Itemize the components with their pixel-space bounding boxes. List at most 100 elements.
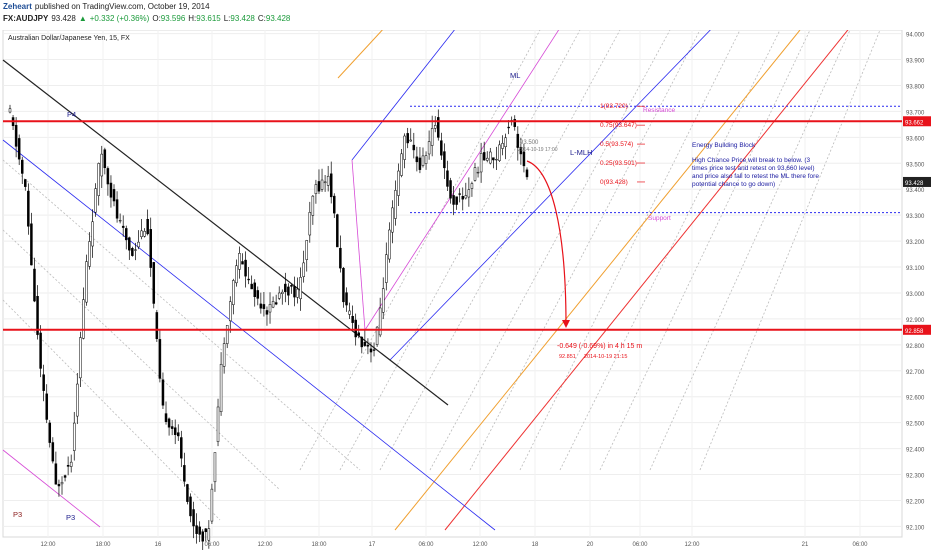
candle-body (39, 332, 42, 369)
y-tick-label: 93.800 (906, 84, 925, 90)
candle-body (492, 157, 495, 161)
candle-body (329, 173, 333, 198)
candle-body (244, 259, 247, 277)
candle-body (467, 189, 471, 198)
candle-body (158, 339, 162, 379)
fib-level-label: 0.25(93.501) (600, 160, 637, 167)
candle-body (277, 292, 281, 299)
gray-channel-line (469, 30, 701, 471)
candle-body (88, 241, 91, 267)
candle-body (391, 207, 394, 233)
candle-body (437, 117, 440, 138)
price-chart[interactable]: 93.662 92.858 93.428 1(93.720) 0.75(93.647)… (0, 30, 932, 550)
symbol-name[interactable]: FX:AUDJPY (3, 14, 49, 23)
level-price-label: 92.858 (905, 329, 924, 335)
candle-body (415, 156, 419, 163)
candle-body (207, 528, 211, 541)
candle-body (485, 157, 489, 161)
candle-body (495, 158, 498, 161)
candle-body (210, 488, 214, 522)
candle-body (124, 228, 128, 241)
symbol-line: FX:AUDJPY 93.428 ▲ +0.332 (+0.36%) O:93.596 H… (3, 14, 293, 23)
candle-body (440, 140, 443, 156)
candle-body (348, 310, 351, 315)
candle-body (378, 307, 382, 336)
candle-body (375, 326, 379, 345)
candle-body (268, 304, 272, 313)
candle-body (183, 465, 186, 482)
annotation-line: times price test and retest on 93.660 le… (692, 165, 814, 172)
red-parallel-line (444, 30, 849, 531)
gray-channel-line (299, 30, 541, 471)
x-tick-label: 12:00 (40, 542, 56, 548)
candle-body (403, 135, 406, 160)
y-tick-label: 93.700 (906, 110, 925, 116)
annotation-title: Energy Building Block (692, 142, 756, 149)
candle-body (69, 461, 73, 467)
candle-body (180, 437, 183, 459)
gray-channel-line (429, 30, 671, 471)
candle-body (351, 315, 354, 323)
candle-body (131, 248, 134, 256)
candle-body (82, 299, 85, 339)
candle-body (489, 151, 492, 164)
orange-parallel-line (337, 30, 383, 79)
y-tick-label: 92.800 (906, 344, 925, 350)
high-label: H: (188, 14, 197, 23)
candle-body (60, 481, 64, 485)
y-tick-label: 92.900 (906, 318, 925, 324)
magenta-pitchfork-line (2, 449, 101, 528)
x-tick-label: 18:00 (311, 542, 327, 548)
candle-body (177, 432, 180, 437)
candle-body (30, 223, 33, 266)
y-tick-label: 93.100 (906, 266, 925, 272)
resistance-label: Resistance (643, 107, 676, 114)
orange-parallel-line (394, 30, 801, 531)
fib-level-label: 0.75(93.647) (600, 122, 637, 129)
candle-body (137, 241, 140, 248)
candle-body (284, 283, 287, 293)
candle-body (311, 195, 315, 216)
candle-body (498, 144, 501, 161)
candle-body (308, 212, 312, 236)
candle-body (281, 291, 284, 295)
candle-body (412, 144, 416, 151)
high-value: 93.615 (196, 14, 221, 23)
gray-channel-line (519, 30, 741, 471)
candle-body (290, 285, 293, 287)
y-tick-label: 93.000 (906, 292, 925, 298)
y-tick-label: 92.100 (906, 525, 925, 531)
candle-body (421, 155, 425, 166)
candle-body (473, 167, 477, 181)
candle-body (57, 483, 61, 487)
x-tick-label: 18 (532, 542, 539, 548)
candle-body (76, 383, 79, 417)
candle-body (293, 286, 296, 298)
open-label: O: (152, 14, 161, 23)
candle-body (357, 332, 360, 336)
close-label: C: (257, 14, 266, 23)
candle-body (253, 282, 256, 297)
candle-body (54, 463, 58, 485)
magenta-handle-line (351, 159, 366, 331)
candle-body (339, 247, 342, 269)
annotation-line: and price also fall to retest the ML the… (692, 173, 819, 180)
x-tick-label: 06:00 (632, 542, 648, 548)
measure-time: 2014-10-19 21:15 (584, 354, 627, 360)
level-price-tag (903, 324, 931, 335)
fib-level-label: 0.5(93.574) (600, 141, 633, 148)
candle-body (79, 337, 82, 379)
candle-body (186, 484, 189, 502)
gray-channel-line (2, 229, 281, 491)
candle-body (94, 188, 97, 213)
candle-body (51, 442, 55, 462)
x-tick-label: 06:00 (418, 542, 434, 548)
candle-body (27, 190, 30, 227)
author-name[interactable]: Zeheart (3, 2, 32, 11)
ml-label: ML (510, 71, 520, 80)
crosshair-time: 2014-10-19 17:00 (518, 147, 558, 153)
candle-body (449, 180, 452, 199)
candle-body (213, 452, 217, 483)
candle-body (85, 261, 88, 303)
candle-body (72, 422, 76, 451)
